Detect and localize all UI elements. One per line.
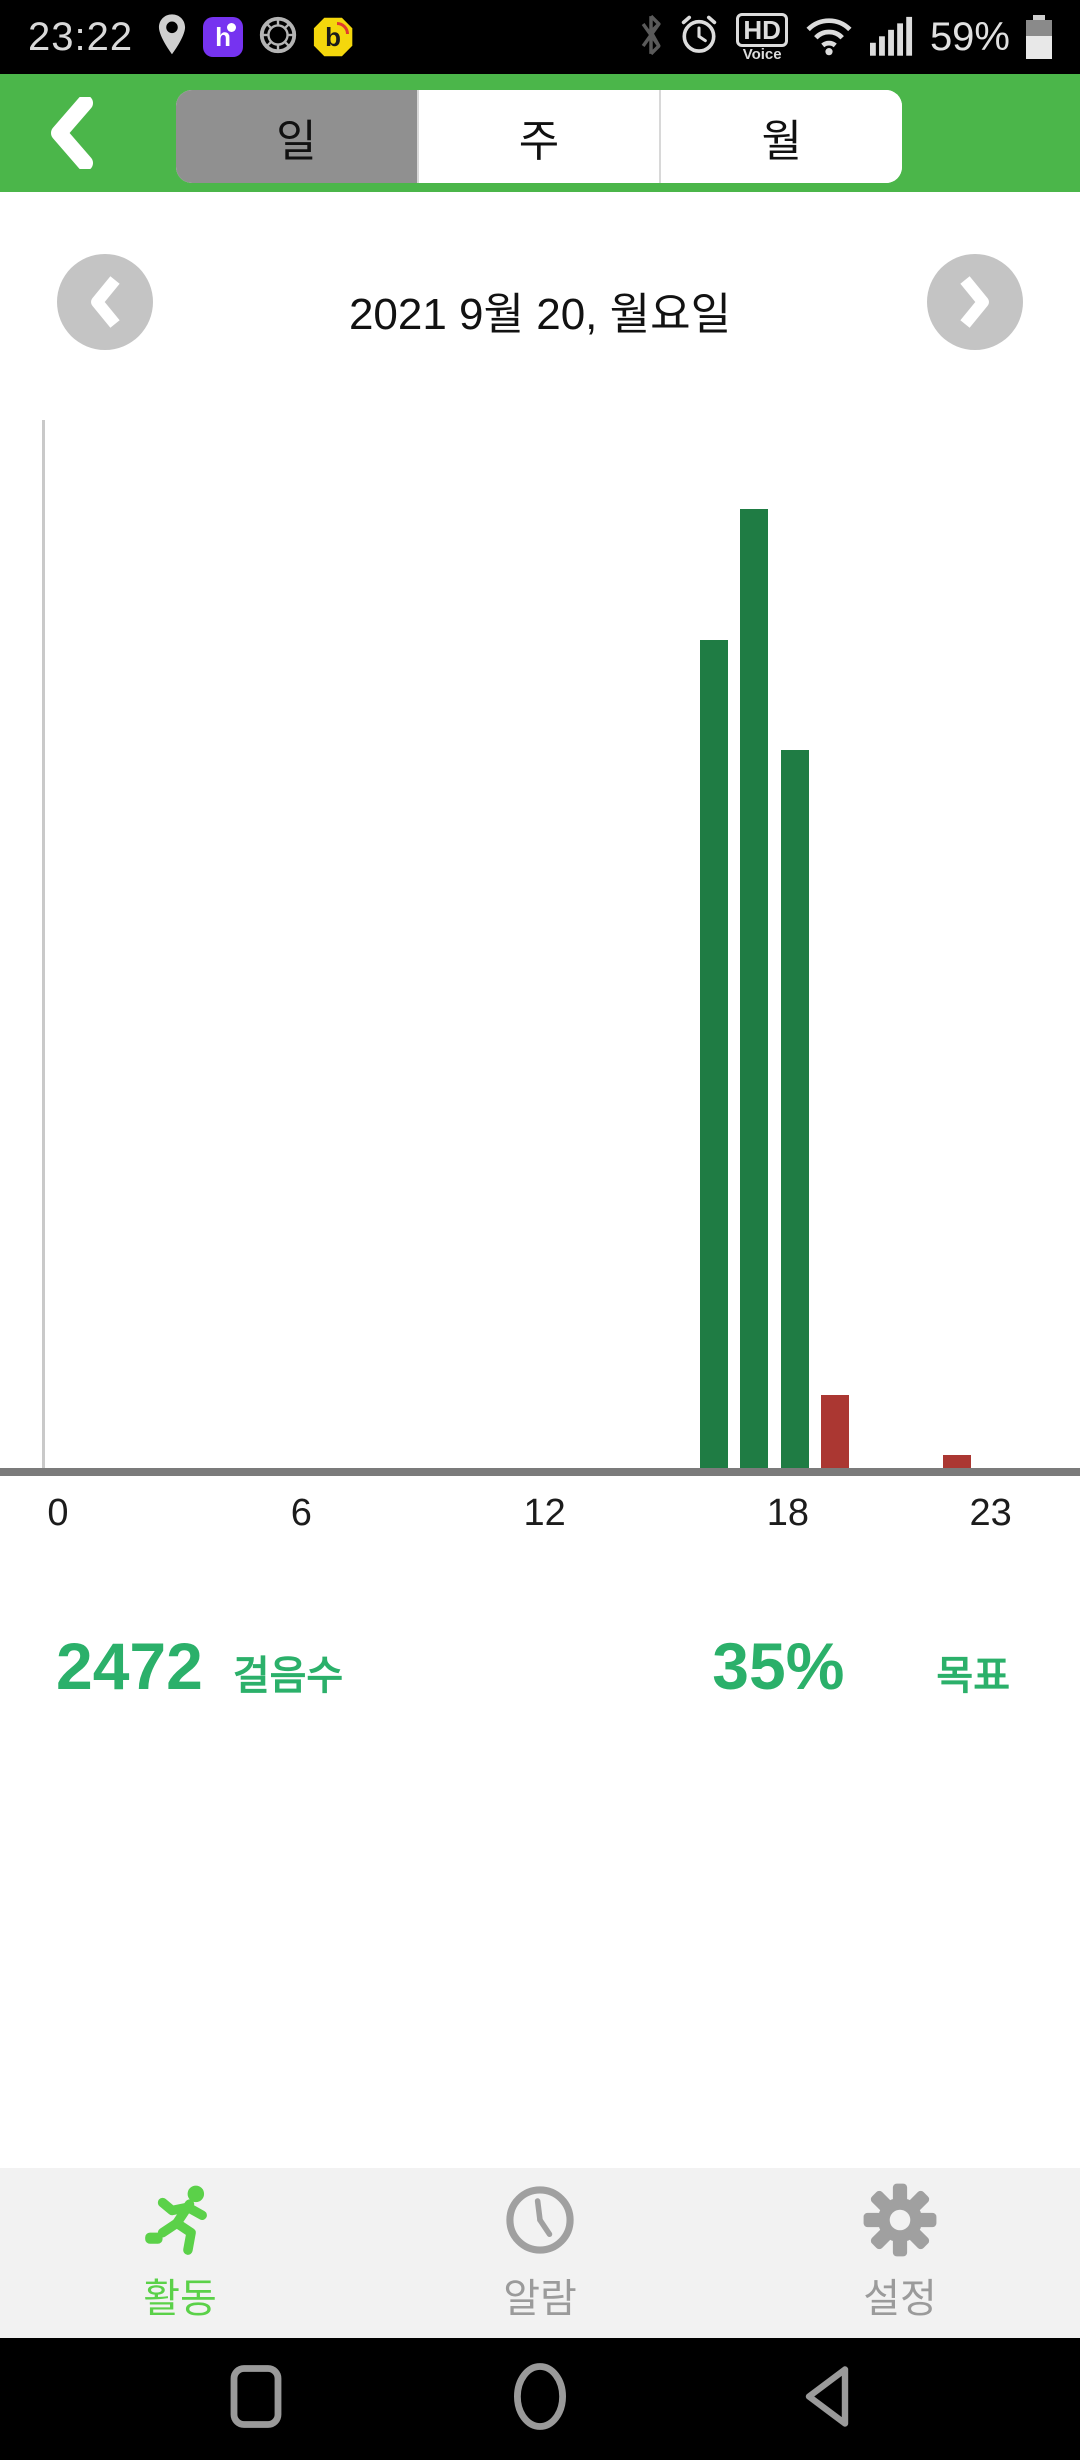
tab-month[interactable]: 월: [659, 90, 902, 183]
steps-label: 걸음수: [232, 1654, 344, 1698]
tab-settings[interactable]: 설정: [720, 2168, 1080, 2338]
chart-bar-hour-22: [943, 1455, 972, 1468]
notification-app-b-icon: b: [313, 17, 353, 57]
alarm-clock-icon: [678, 14, 720, 61]
home-button[interactable]: [512, 2361, 568, 2438]
goal-label: 목표: [936, 1654, 1010, 1698]
chart-bar-hour-18: [780, 750, 809, 1468]
app-header: 일 주 월: [0, 74, 1080, 192]
back-nav-button[interactable]: [800, 2362, 852, 2437]
signal-strength-icon: [869, 14, 914, 61]
bluetooth-icon: [640, 14, 662, 61]
chart-bar-hour-16: [699, 640, 728, 1468]
date-label: 2021 9월 20, 월요일: [348, 290, 732, 339]
previous-day-button[interactable]: [57, 254, 153, 350]
tab-alarm-label: 알람: [503, 2277, 577, 2321]
x-tick-label-12: 12: [523, 1492, 566, 1534]
gear-icon: [863, 2183, 937, 2257]
tab-day[interactable]: 일: [176, 90, 417, 183]
chevron-left-icon: [91, 276, 120, 328]
next-day-button[interactable]: [927, 254, 1023, 350]
date-navigation: 2021 9월 20, 월요일: [0, 192, 1080, 422]
notification-ring-icon: [257, 14, 299, 61]
clock-icon: [506, 2186, 574, 2254]
tab-settings-label: 설정: [863, 2277, 937, 2321]
battery-percent: 59%: [929, 14, 1010, 59]
steps-value: 2472: [56, 1629, 203, 1703]
x-tick-label-0: 0: [47, 1492, 69, 1534]
home-circle-icon: [513, 2363, 567, 2430]
runner-icon: [145, 2185, 207, 2255]
android-navigation-bar: [0, 2338, 1080, 2460]
tab-activity[interactable]: 활동: [0, 2168, 360, 2338]
chart-y-axis: [42, 420, 45, 1468]
hd-voice-icon: HD Voice: [736, 12, 788, 62]
clock-time: 23:22: [28, 14, 134, 59]
chart-bar-hour-19: [821, 1394, 850, 1468]
chevron-right-icon: [960, 276, 989, 328]
chart-x-axis: [0, 1468, 1080, 1476]
location-pin-icon: [155, 13, 189, 62]
recents-square-icon: [230, 2365, 282, 2428]
back-triangle-icon: [805, 2366, 849, 2427]
tab-week[interactable]: 주: [416, 90, 660, 183]
chevron-left-icon: [51, 97, 93, 169]
period-segmented-control: 일 주 월: [176, 90, 902, 183]
x-tick-label-6: 6: [290, 1492, 312, 1534]
battery-icon: [1026, 15, 1052, 59]
status-bar: 23:22 h: [0, 0, 1080, 74]
recents-button[interactable]: [229, 2364, 283, 2435]
goal-percent: 35%: [712, 1629, 845, 1703]
x-tick-label-23: 23: [969, 1492, 1012, 1534]
chart-bar-hour-17: [740, 509, 769, 1468]
back-button[interactable]: [36, 92, 106, 174]
hourly-steps-chart: 0 6 12 18 23: [0, 420, 1080, 1534]
tab-alarm[interactable]: 알람: [360, 2168, 720, 2338]
bottom-tab-bar: 활동 알람: [0, 2168, 1080, 2338]
daily-stats: 2472 걸음수 35% 목표: [56, 1628, 1010, 1704]
notification-app-h-icon: h: [203, 17, 244, 57]
tab-activity-label: 활동: [143, 2277, 217, 2321]
x-tick-label-18: 18: [766, 1492, 810, 1534]
wifi-icon: [804, 14, 854, 61]
